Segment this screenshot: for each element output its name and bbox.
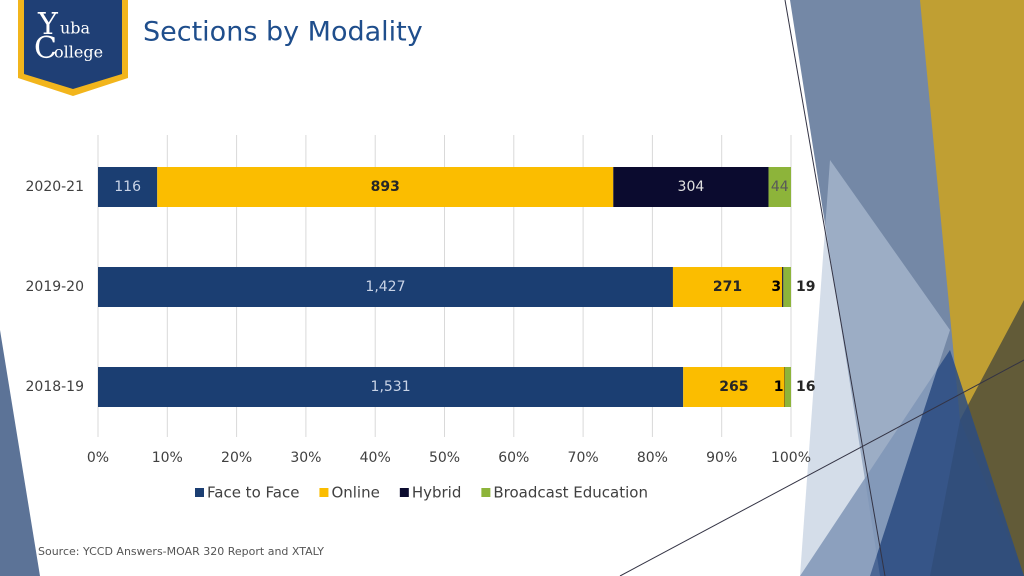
x-tick-label: 50% — [429, 450, 460, 466]
x-tick-label: 30% — [290, 450, 321, 466]
data-label: 16 — [796, 379, 815, 395]
data-label: 304 — [678, 179, 705, 195]
data-label: 271 — [713, 279, 742, 295]
data-label: 1,531 — [371, 379, 411, 395]
legend-swatch — [195, 488, 204, 497]
y-tick-label: 2019-20 — [26, 279, 85, 295]
y-tick-label: 2020-21 — [26, 179, 85, 195]
x-tick-label: 70% — [568, 450, 599, 466]
legend-swatch — [319, 488, 329, 497]
logo-letter: C — [34, 31, 57, 66]
x-tick-label: 60% — [498, 450, 529, 466]
logo: Y uba C ollege — [18, 0, 128, 96]
bar-segment — [782, 267, 784, 307]
legend-label: Face to Face — [207, 484, 299, 502]
bar-segment — [768, 167, 791, 207]
legend-label: Hybrid — [412, 484, 462, 502]
data-label: 893 — [371, 179, 400, 195]
x-tick-label: 0% — [87, 450, 109, 466]
logo-letter: Y — [37, 7, 59, 42]
bar-segment — [683, 367, 785, 407]
logo-text: uba — [60, 19, 91, 38]
x-tick-label: 80% — [637, 450, 668, 466]
source-note: Source: YCCD Answers-MOAR 320 Report and… — [38, 545, 324, 558]
y-tick-label: 2018-19 — [26, 379, 85, 395]
data-label: 1,427 — [365, 279, 405, 295]
legend-swatch — [399, 488, 409, 497]
bar-segment — [98, 267, 673, 307]
bar-segment — [672, 267, 783, 307]
data-label: 3 — [771, 279, 781, 295]
bar-segment — [613, 167, 769, 207]
logo-text: ollege — [54, 43, 103, 62]
x-tick-label: 20% — [221, 450, 252, 466]
data-label: 265 — [719, 379, 748, 395]
bar-segment — [98, 367, 684, 407]
data-label: 1 — [774, 379, 784, 395]
bar-segment — [157, 167, 614, 207]
x-tick-label: 100% — [771, 450, 811, 466]
data-label: 44 — [771, 179, 789, 195]
x-tick-label: 10% — [152, 450, 183, 466]
legend-swatch — [481, 488, 491, 497]
x-tick-label: 40% — [360, 450, 391, 466]
legend-label: Online — [331, 484, 379, 502]
plot: 0% 10% 20% 30% 40% 50% 60% 70% 80% 90% 100% 2020-21… — [26, 135, 815, 502]
legend-label: Broadcast Education — [493, 484, 648, 502]
bar-segment — [784, 367, 791, 407]
data-label: 116 — [114, 179, 141, 195]
x-tick-label: 90% — [706, 450, 737, 466]
chart-title: Sections by Modality — [143, 17, 423, 48]
bar-segment — [783, 267, 791, 307]
data-label: 19 — [796, 279, 815, 295]
bar-segment — [98, 167, 158, 207]
